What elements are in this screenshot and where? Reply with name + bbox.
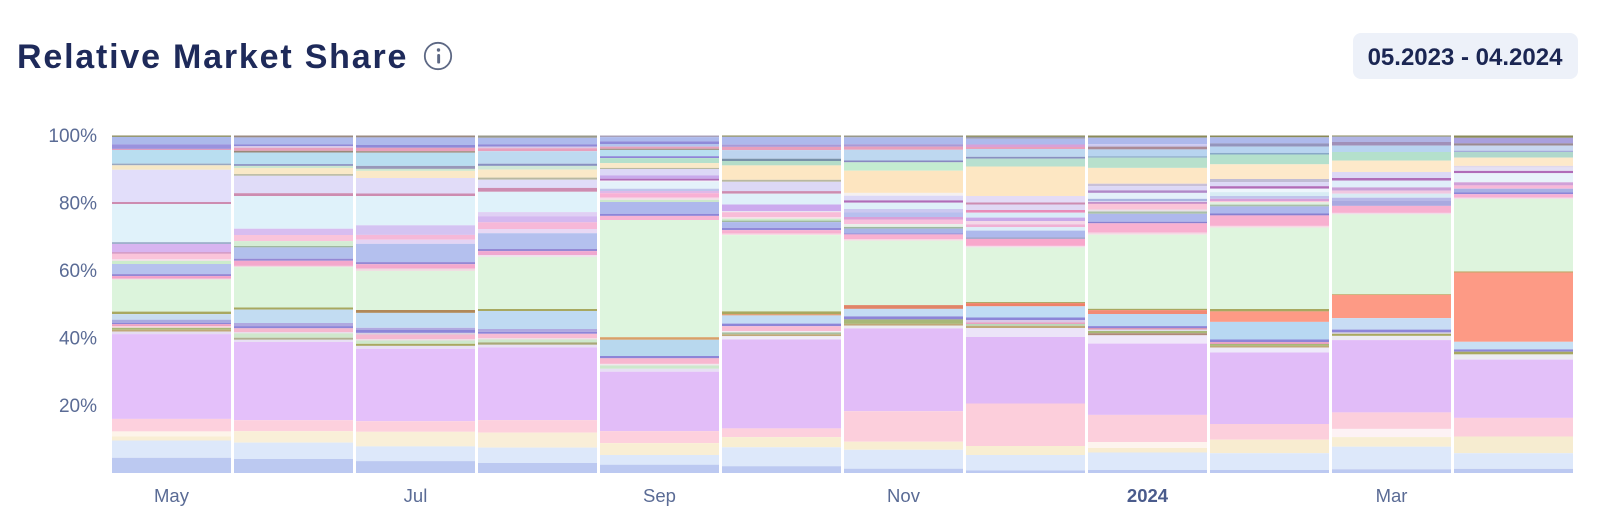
svg-text:100%: 100% — [48, 126, 97, 147]
svg-text:Nov: Nov — [887, 485, 921, 506]
svg-text:Mar: Mar — [1376, 485, 1408, 506]
svg-text:Sep: Sep — [643, 485, 676, 506]
svg-text:Relative Market Share: Relative Market Share — [17, 38, 408, 76]
svg-text:80%: 80% — [59, 194, 97, 215]
svg-text:60%: 60% — [59, 261, 97, 282]
svg-text:May: May — [154, 485, 190, 506]
svg-text:Jul: Jul — [404, 485, 428, 506]
svg-text:20%: 20% — [59, 396, 97, 417]
svg-text:2024: 2024 — [1127, 485, 1169, 506]
svg-text:05.2023 - 04.2024: 05.2023 - 04.2024 — [1368, 44, 1563, 71]
svg-text:40%: 40% — [59, 329, 97, 350]
